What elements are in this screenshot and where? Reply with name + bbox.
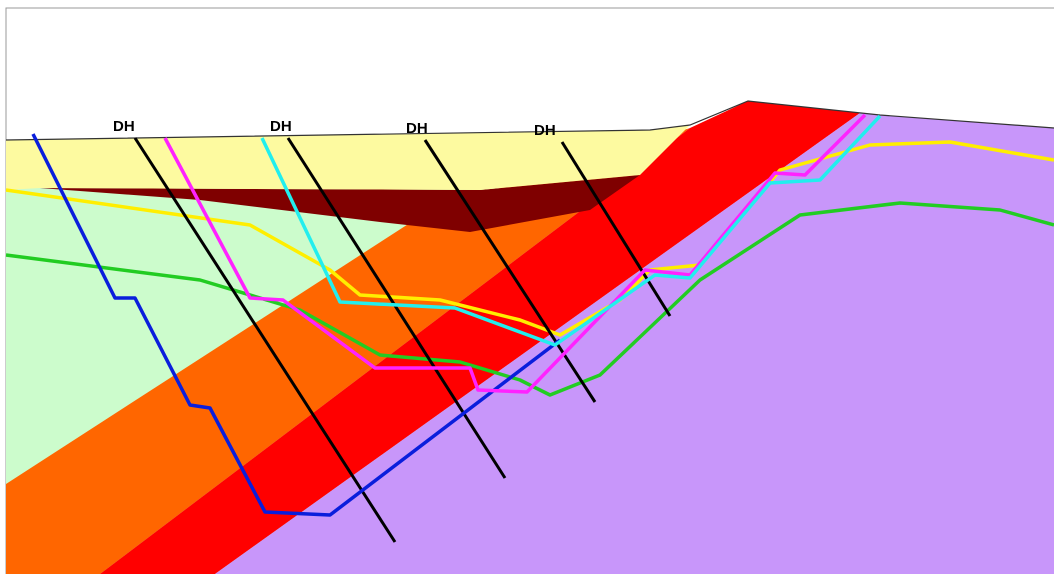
magenta-line bbox=[163, 113, 867, 394]
yellow-line bbox=[5, 140, 1054, 337]
drillhole-label: DH bbox=[534, 122, 556, 139]
drillhole bbox=[423, 139, 597, 403]
orange-layer bbox=[6, 128, 690, 574]
yellow-layer bbox=[6, 125, 690, 190]
green-line bbox=[5, 201, 1054, 397]
red-layer bbox=[100, 101, 860, 574]
topography bbox=[5, 100, 1054, 141]
drillhole-label: DH bbox=[406, 120, 428, 137]
drillhole-label: DH bbox=[270, 118, 292, 135]
blue-line bbox=[31, 133, 562, 517]
cyan-line bbox=[260, 114, 882, 347]
drillhole bbox=[133, 137, 397, 543]
drillhole-label: DH bbox=[113, 118, 135, 135]
drillhole-traces bbox=[133, 137, 672, 543]
drillhole bbox=[560, 141, 672, 317]
drillhole bbox=[286, 137, 507, 479]
dark-red-lens bbox=[40, 175, 640, 232]
